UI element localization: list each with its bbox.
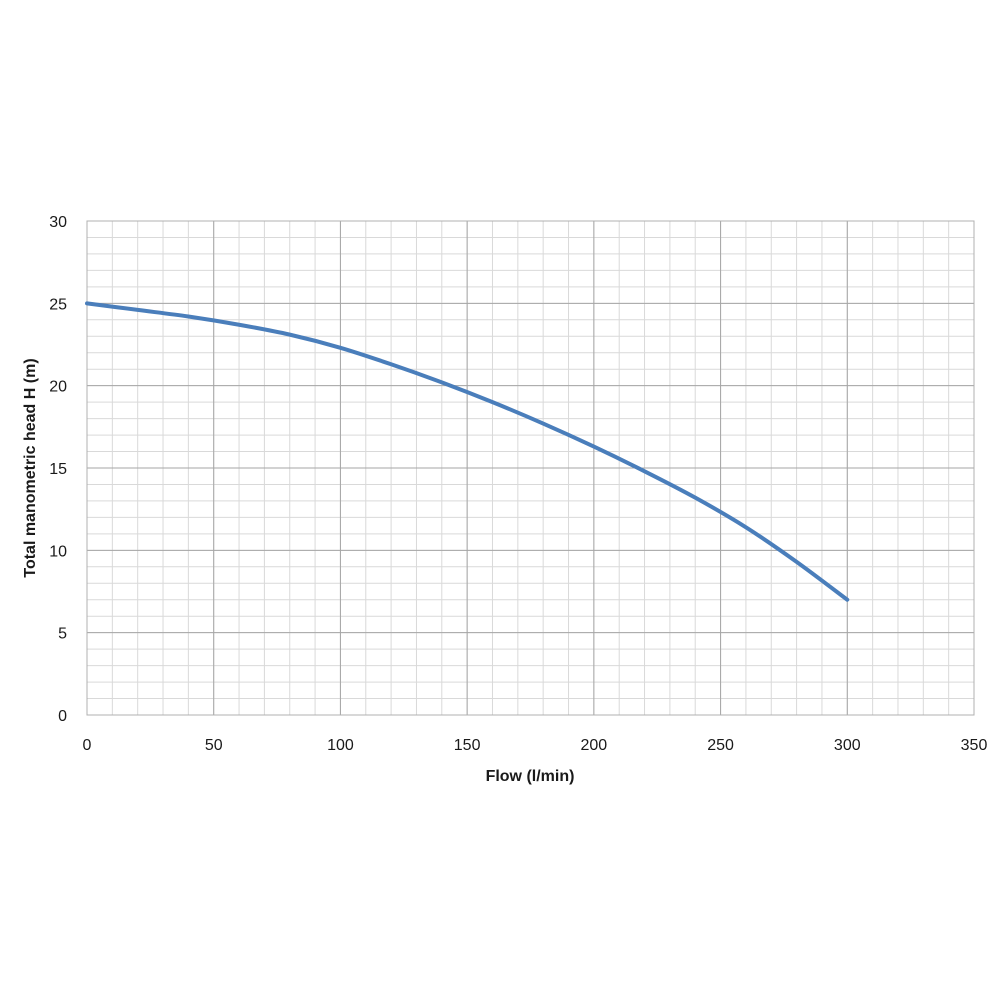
y-tick-label: 0 bbox=[58, 708, 67, 725]
x-tick-label: 300 bbox=[834, 737, 861, 754]
x-axis-tick-labels: 0 50 100 150 200 250 300 350 bbox=[83, 737, 988, 754]
x-tick-label: 50 bbox=[205, 737, 223, 754]
y-tick-label: 10 bbox=[49, 543, 67, 560]
x-tick-label: 250 bbox=[707, 737, 734, 754]
series-line bbox=[85, 301, 850, 602]
major-gridlines bbox=[86, 220, 975, 716]
x-tick-label: 350 bbox=[961, 737, 988, 754]
y-axis-title: Total manometric head H (m) bbox=[22, 358, 39, 577]
y-tick-label: 5 bbox=[58, 626, 67, 643]
plot-area-frame bbox=[86, 220, 975, 716]
series-layer bbox=[85, 301, 850, 602]
x-axis-title: Flow (l/min) bbox=[486, 768, 575, 785]
y-tick-label: 20 bbox=[49, 379, 67, 396]
y-tick-label: 15 bbox=[49, 461, 67, 478]
x-tick-label: 200 bbox=[581, 737, 608, 754]
y-tick-label: 25 bbox=[49, 296, 67, 313]
y-tick-label: 30 bbox=[49, 214, 67, 231]
x-tick-label: 150 bbox=[454, 737, 481, 754]
y-axis-tick-labels: 0 5 10 15 20 25 30 bbox=[49, 214, 67, 725]
x-tick-label: 0 bbox=[83, 737, 92, 754]
x-tick-label: 100 bbox=[327, 737, 354, 754]
